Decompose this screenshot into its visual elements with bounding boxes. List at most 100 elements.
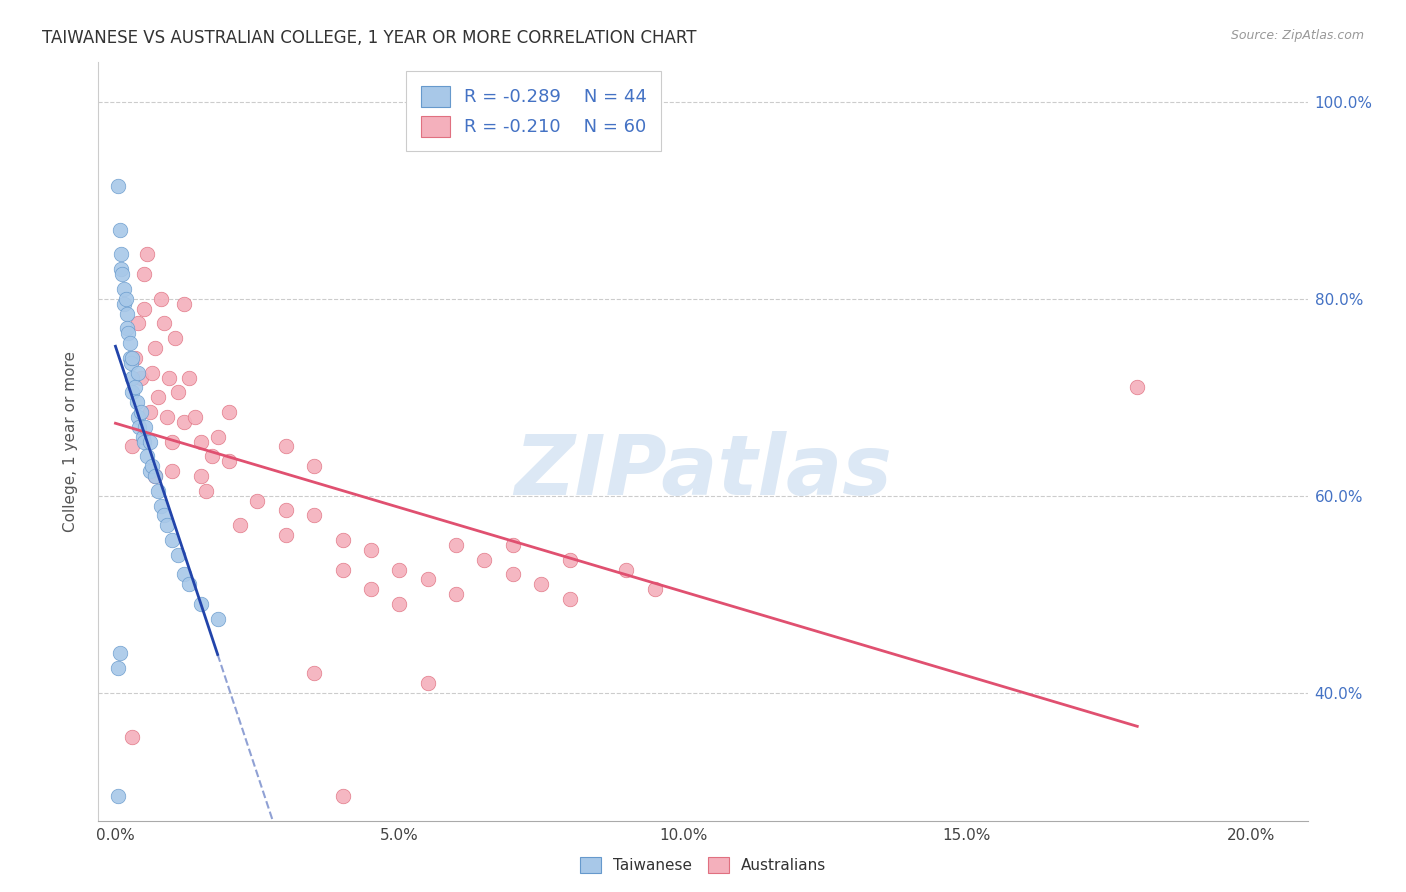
Point	[128, 419, 150, 434]
Point	[143, 469, 166, 483]
Point	[388, 563, 411, 577]
Point	[141, 459, 163, 474]
Point	[110, 247, 132, 261]
Point	[111, 267, 134, 281]
Point	[152, 508, 174, 523]
Point	[118, 336, 141, 351]
Point	[132, 267, 155, 281]
Point	[127, 409, 149, 424]
Point	[135, 450, 157, 464]
Point	[121, 351, 143, 365]
Point	[416, 675, 439, 690]
Point	[614, 563, 637, 577]
Point	[114, 292, 136, 306]
Point	[124, 380, 146, 394]
Point	[246, 493, 269, 508]
Point	[146, 483, 169, 498]
Legend: Taiwanese, Australians: Taiwanese, Australians	[574, 851, 832, 880]
Point	[108, 646, 131, 660]
Point	[360, 582, 382, 597]
Point	[165, 331, 187, 345]
Point	[173, 296, 195, 310]
Point	[138, 434, 160, 449]
Point	[160, 464, 183, 478]
Text: Source: ZipAtlas.com: Source: ZipAtlas.com	[1230, 29, 1364, 42]
Point	[131, 429, 153, 443]
Point	[207, 429, 229, 443]
Point	[388, 597, 411, 611]
Point	[332, 533, 354, 547]
Point	[474, 552, 496, 566]
Point	[155, 518, 177, 533]
Point	[530, 577, 553, 591]
Point	[274, 528, 297, 542]
Point	[107, 789, 129, 803]
Point	[149, 499, 172, 513]
Point	[195, 483, 218, 498]
Point	[190, 597, 212, 611]
Point	[416, 573, 439, 587]
Point	[229, 518, 252, 533]
Point	[190, 434, 212, 449]
Point	[135, 247, 157, 261]
Point	[302, 508, 325, 523]
Point	[332, 789, 354, 803]
Point	[121, 440, 143, 454]
Point	[332, 563, 354, 577]
Point	[179, 370, 201, 384]
Point	[173, 567, 195, 582]
Point	[644, 582, 666, 597]
Point	[107, 178, 129, 193]
Point	[207, 612, 229, 626]
Point	[146, 390, 169, 404]
Point	[129, 370, 152, 384]
Point	[129, 405, 152, 419]
Point	[1126, 380, 1149, 394]
Point	[201, 450, 224, 464]
Point	[110, 262, 132, 277]
Point	[274, 440, 297, 454]
Point	[190, 469, 212, 483]
Point	[108, 223, 131, 237]
Point	[167, 548, 190, 562]
Point	[121, 385, 143, 400]
Point	[121, 370, 143, 384]
Text: ZIPatlas: ZIPatlas	[515, 432, 891, 512]
Point	[558, 592, 581, 607]
Point	[167, 385, 190, 400]
Point	[132, 434, 155, 449]
Point	[112, 282, 135, 296]
Point	[127, 317, 149, 331]
Point	[115, 321, 138, 335]
Point	[152, 317, 174, 331]
Point	[115, 306, 138, 320]
Legend: R = -0.289    N = 44, R = -0.210    N = 60: R = -0.289 N = 44, R = -0.210 N = 60	[406, 71, 661, 151]
Point	[179, 577, 201, 591]
Point	[274, 503, 297, 517]
Point	[112, 296, 135, 310]
Point	[502, 567, 524, 582]
Point	[444, 538, 467, 552]
Point	[149, 292, 172, 306]
Point	[118, 351, 141, 365]
Point	[125, 395, 148, 409]
Point	[138, 405, 160, 419]
Point	[160, 533, 183, 547]
Y-axis label: College, 1 year or more: College, 1 year or more	[63, 351, 77, 532]
Point	[218, 405, 240, 419]
Point	[157, 370, 180, 384]
Point	[302, 665, 325, 680]
Point	[558, 552, 581, 566]
Point	[117, 326, 139, 341]
Point	[107, 661, 129, 675]
Point	[218, 454, 240, 468]
Text: TAIWANESE VS AUSTRALIAN COLLEGE, 1 YEAR OR MORE CORRELATION CHART: TAIWANESE VS AUSTRALIAN COLLEGE, 1 YEAR …	[42, 29, 697, 46]
Point	[138, 464, 160, 478]
Point	[121, 730, 143, 744]
Point	[134, 419, 156, 434]
Point	[360, 542, 382, 557]
Point	[444, 587, 467, 601]
Point	[184, 409, 207, 424]
Point	[132, 301, 155, 316]
Point	[120, 356, 142, 370]
